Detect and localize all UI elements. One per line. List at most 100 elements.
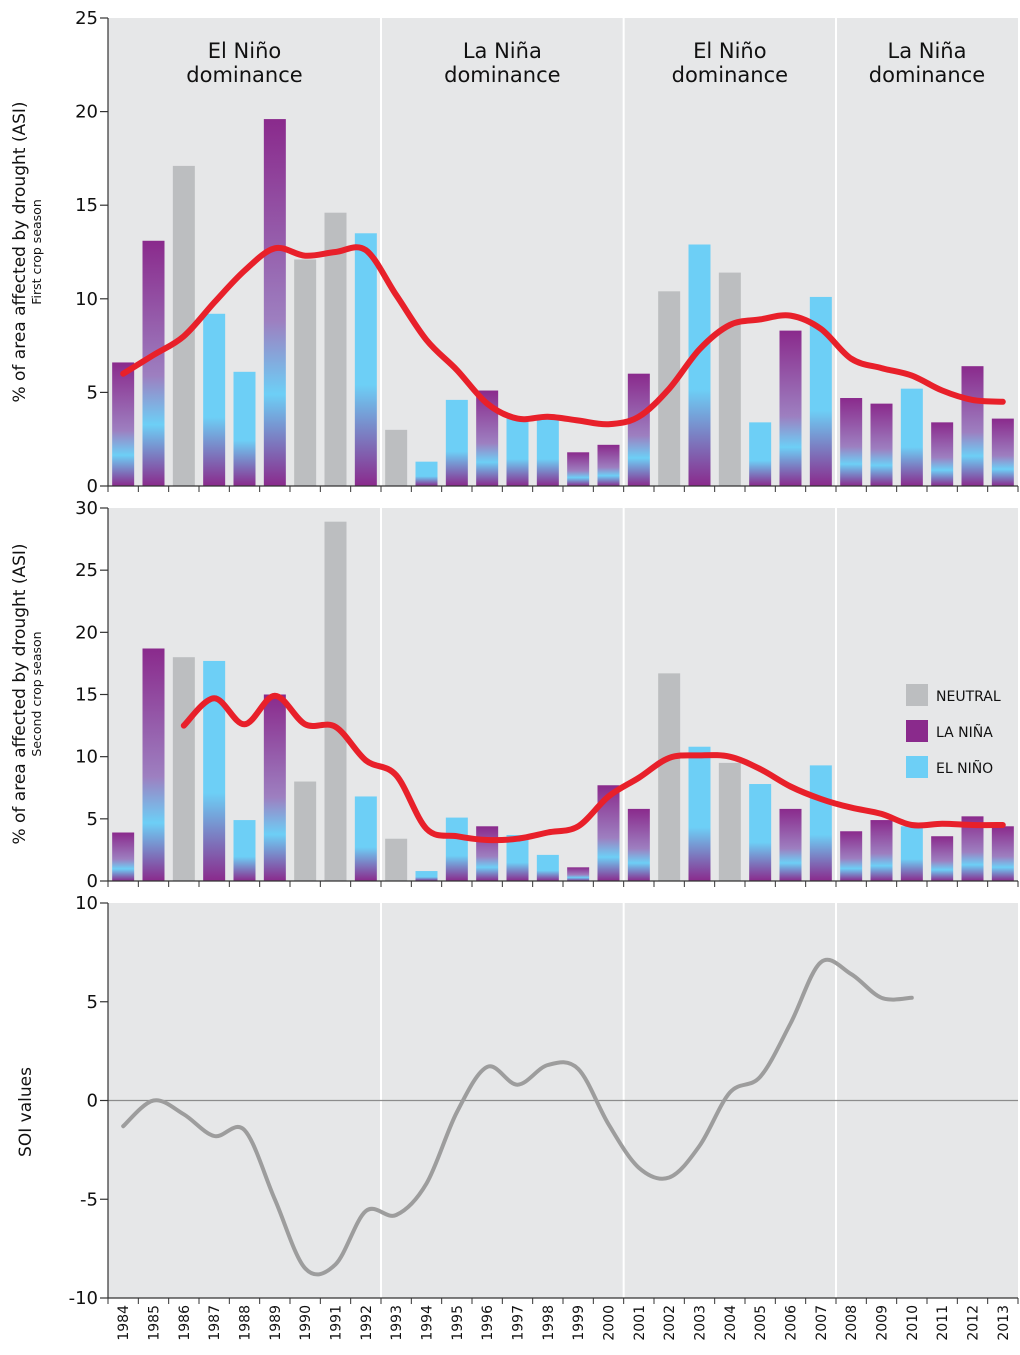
- bar-1988: [233, 371, 256, 486]
- y-tick-label: 15: [75, 195, 98, 216]
- x-tick-label: 1997: [511, 1305, 527, 1341]
- y-tick-label: 10: [75, 289, 98, 310]
- y-tick-label: -10: [69, 1288, 98, 1309]
- x-tick-label: 2000: [602, 1305, 618, 1341]
- phase-label-line2: dominance: [869, 63, 985, 87]
- phase-dividers: [380, 508, 837, 881]
- y-tick-label: -5: [80, 1189, 98, 1210]
- x-tick-label: 2008: [844, 1305, 860, 1341]
- x-tick-label: 1996: [480, 1305, 496, 1341]
- bar-1996: [476, 826, 499, 881]
- trend-line-path: [120, 244, 1006, 428]
- phase-label-line1: La Niña: [888, 39, 967, 63]
- y-tick-label: 5: [87, 992, 98, 1013]
- phase-label-line2: dominance: [672, 63, 788, 87]
- soi-line-series: [107, 957, 1019, 1304]
- second-crop-season-panel: 0 5 10 15 20 25 30 NEUTRAL LA NIÑA EL NIÑO % of …: [10, 498, 1019, 892]
- bar-2002: [658, 673, 681, 881]
- bar-1989: [263, 694, 286, 881]
- bar-1994: [415, 871, 438, 881]
- bar-1996: [476, 390, 499, 486]
- bar-1986: [172, 657, 195, 881]
- bar-1995: [445, 399, 468, 486]
- bar-2013: [991, 418, 1014, 486]
- y-tick-label: 0: [87, 871, 98, 892]
- x-tick-label: 2010: [905, 1305, 921, 1341]
- y-tick-label: 10: [75, 747, 98, 768]
- bar-2008: [840, 831, 863, 881]
- bar-1997: [506, 418, 529, 486]
- bar-1998: [536, 854, 559, 881]
- bar-2006: [779, 808, 802, 881]
- legend-swatch-la_nina: [906, 720, 928, 742]
- bar-2007: [809, 765, 832, 881]
- bar-1998: [536, 418, 559, 486]
- legend-swatch-el_nino: [906, 756, 928, 778]
- x-tick-label: 2001: [632, 1305, 648, 1341]
- bar-2006: [779, 330, 802, 486]
- bar-1993: [385, 429, 408, 486]
- y-tick-label: 5: [87, 809, 98, 830]
- bar-1990: [294, 259, 317, 486]
- y-axis: 0 5 10 15 20 25 30: [75, 498, 109, 892]
- x-tick-label: 1999: [571, 1305, 587, 1341]
- bar-2001: [627, 808, 650, 881]
- bar-2009: [870, 820, 893, 881]
- bar-1999: [567, 452, 590, 486]
- bar-1988: [233, 820, 256, 881]
- x-tick-label: 1991: [329, 1305, 345, 1341]
- trend-line: [120, 244, 1006, 428]
- x-tick-label: 1992: [359, 1305, 375, 1341]
- bar-1997: [506, 834, 529, 881]
- bar-1991: [324, 521, 347, 881]
- bar-2003: [688, 746, 711, 881]
- x-tick-label: 1998: [541, 1305, 557, 1341]
- legend-swatch-neutral: [906, 684, 928, 706]
- bar-2011: [931, 422, 954, 486]
- bar-1985: [142, 240, 165, 486]
- phase-label-line1: El Niño: [208, 39, 281, 63]
- y-tick-label: 25: [75, 8, 98, 29]
- x-tick-label: 1987: [207, 1305, 223, 1341]
- x-tick-label: 2013: [996, 1305, 1012, 1341]
- bar-2005: [749, 784, 772, 881]
- phase-label-line2: dominance: [186, 63, 302, 87]
- x-tick-label: 1993: [389, 1305, 405, 1341]
- trend-line-path: [180, 692, 1006, 844]
- bar-1995: [445, 817, 468, 881]
- bar-1986: [172, 165, 195, 486]
- x-tick-label: 1994: [420, 1305, 436, 1341]
- x-tick-label: 1984: [116, 1305, 132, 1341]
- y-axis-title: % of area affected by drought (ASI): [10, 543, 30, 844]
- x-tick-label: 2007: [814, 1305, 830, 1341]
- bar-1987: [203, 660, 226, 881]
- bar-2013: [991, 826, 1014, 881]
- x-tick-label: 2003: [693, 1305, 709, 1341]
- bar-2004: [718, 762, 741, 881]
- bar-1991: [324, 212, 347, 487]
- x-tick-label: 1985: [147, 1305, 163, 1341]
- x-tick-label: 2012: [966, 1305, 982, 1341]
- bar-2012: [961, 816, 984, 881]
- y-tick-label: 20: [75, 102, 98, 123]
- bar-2000: [597, 444, 620, 486]
- x-tick-label: 2009: [875, 1305, 891, 1341]
- legend: NEUTRAL LA NIÑA EL NIÑO: [906, 684, 1001, 778]
- y-tick-label: 25: [75, 560, 98, 581]
- x-tick-label: 2002: [662, 1305, 678, 1341]
- y-tick-label: 5: [87, 382, 98, 403]
- bar-2012: [961, 366, 984, 486]
- bar-2010: [900, 826, 923, 881]
- bar-1985: [142, 648, 165, 881]
- x-tick-label: 1988: [238, 1305, 254, 1341]
- bar-series: [107, 119, 1019, 492]
- x-tick-label: 2011: [935, 1305, 951, 1341]
- x-tick-label: 1990: [298, 1305, 314, 1341]
- bar-1993: [385, 838, 408, 881]
- bar-1992: [354, 796, 377, 881]
- bar-2003: [688, 244, 711, 486]
- y-axis-title: % of area affected by drought (ASI): [10, 101, 30, 402]
